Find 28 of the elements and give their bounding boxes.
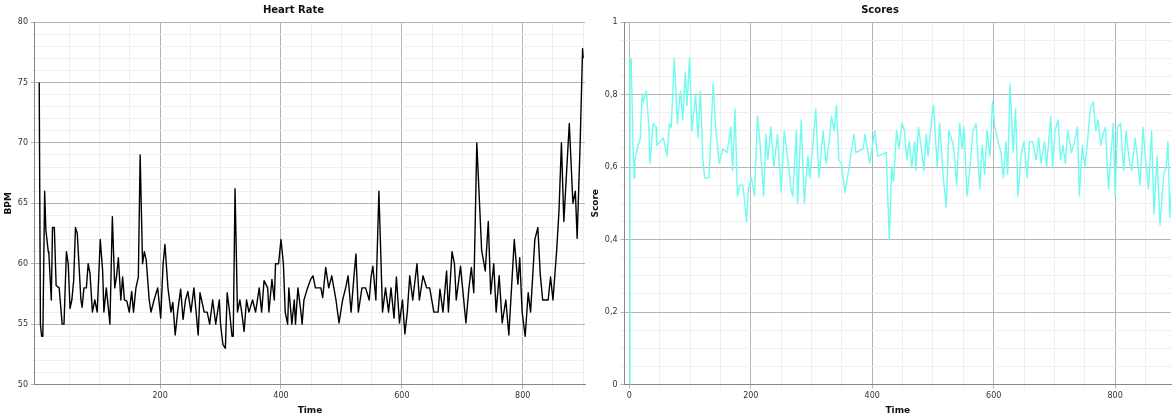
y-tick-label: 55: [17, 319, 28, 329]
y-axis-title: Score: [589, 189, 600, 218]
y-tick-label: 75: [17, 77, 28, 87]
y-tick-label: 65: [17, 198, 28, 208]
x-tick-label: 400: [273, 391, 289, 401]
y-tick-label: 0,2: [604, 307, 618, 317]
x-tick-label: 600: [394, 391, 410, 401]
x-axis-title: Time: [885, 404, 911, 415]
x-tick-label: 400: [864, 391, 880, 401]
x-tick-label: 200: [743, 391, 759, 401]
chart-title: Heart Rate: [262, 3, 325, 15]
chart-title: Scores: [861, 3, 899, 15]
y-tick-label: 60: [17, 258, 28, 268]
y-tick-label: 50: [17, 379, 28, 389]
y-tick-label: 0,8: [604, 89, 618, 99]
y-axis-title: BPM: [2, 192, 13, 215]
x-tick-label: 800: [1107, 391, 1123, 401]
y-tick-label: 0,4: [604, 234, 618, 244]
x-tick-label: 800: [515, 391, 531, 401]
y-tick-label: 0,6: [604, 162, 618, 172]
y-tick-label: 80: [17, 17, 28, 27]
x-tick-label: 200: [152, 391, 168, 401]
y-tick-label: 0: [612, 379, 618, 389]
x-tick-label: 0: [626, 391, 632, 401]
y-tick-label: 1: [612, 17, 618, 27]
x-axis-title: Time: [297, 404, 323, 415]
x-tick-label: 600: [986, 391, 1002, 401]
y-tick-label: 70: [17, 137, 28, 147]
